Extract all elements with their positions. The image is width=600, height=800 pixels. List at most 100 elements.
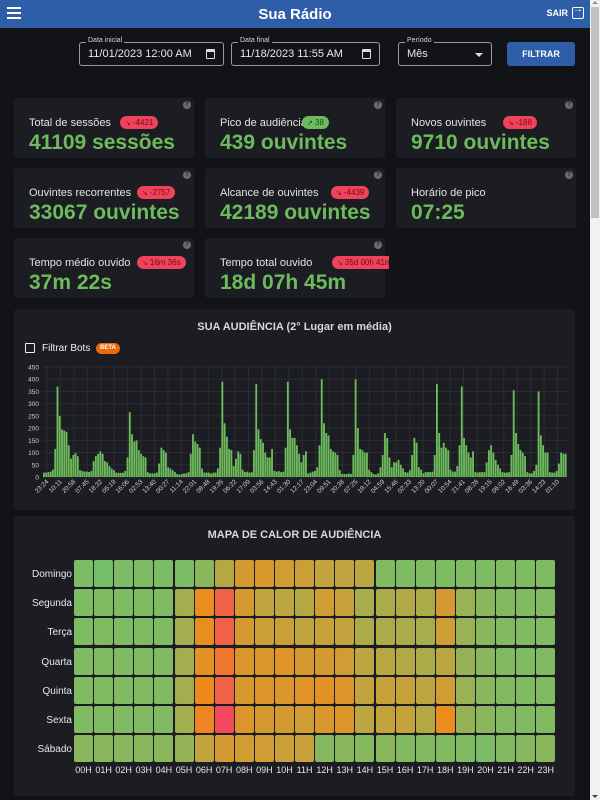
heatmap-cell[interactable]	[74, 618, 93, 646]
heatmap-cell[interactable]	[114, 676, 134, 704]
page-scrollbar[interactable]	[590, 0, 600, 800]
calendar-icon[interactable]	[206, 49, 215, 59]
heatmap-cell[interactable]	[516, 618, 536, 646]
heatmap-cell[interactable]	[335, 589, 355, 617]
heatmap-cell[interactable]	[295, 560, 315, 587]
heatmap-cell[interactable]	[415, 676, 435, 704]
heatmap-cell[interactable]	[275, 647, 294, 675]
end-date-field[interactable]: Data final 11/18/2023 11:55 AM	[231, 37, 380, 66]
heatmap-cell[interactable]	[435, 706, 455, 733]
heatmap-cell[interactable]	[134, 589, 154, 617]
heatmap-cell[interactable]	[435, 676, 455, 704]
heatmap-cell[interactable]	[114, 735, 134, 763]
heatmap-cell[interactable]	[536, 647, 556, 675]
heatmap-cell[interactable]	[174, 589, 194, 617]
heatmap-cell[interactable]	[214, 676, 234, 704]
start-date-field[interactable]: Data inicial 11/01/2023 12:00 AM	[79, 37, 224, 66]
heatmap-cell[interactable]	[275, 706, 294, 733]
heatmap-cell[interactable]	[134, 676, 154, 704]
heatmap-cell[interactable]	[134, 618, 154, 646]
heatmap-cell[interactable]	[254, 735, 274, 763]
heatmap-cell[interactable]	[254, 676, 274, 704]
heatmap-cell[interactable]	[395, 647, 415, 675]
heatmap-cell[interactable]	[536, 589, 556, 617]
heatmap-cell[interactable]	[134, 560, 154, 587]
heatmap-cell[interactable]	[194, 706, 214, 733]
heatmap-cell[interactable]	[94, 589, 114, 617]
heatmap-cell[interactable]	[496, 618, 516, 646]
heatmap-cell[interactable]	[214, 735, 234, 763]
heatmap-cell[interactable]	[194, 589, 214, 617]
heatmap-cell[interactable]	[154, 618, 174, 646]
heatmap-cell[interactable]	[275, 735, 294, 763]
heatmap-cell[interactable]	[315, 676, 335, 704]
heatmap-cell[interactable]	[234, 560, 254, 587]
heatmap-cell[interactable]	[174, 618, 194, 646]
heatmap-cell[interactable]	[415, 618, 435, 646]
heatmap-cell[interactable]	[395, 560, 415, 587]
heatmap-cell[interactable]	[134, 735, 154, 763]
heatmap-cell[interactable]	[194, 647, 214, 675]
heatmap-cell[interactable]	[455, 589, 475, 617]
end-date-value[interactable]: 11/18/2023 11:55 AM	[240, 48, 343, 60]
heatmap-cell[interactable]	[476, 706, 495, 733]
help-icon[interactable]: ?	[183, 101, 191, 109]
help-icon[interactable]: ?	[565, 101, 573, 109]
heatmap-cell[interactable]	[355, 676, 375, 704]
period-select[interactable]: Período Mês	[398, 37, 492, 66]
heatmap-cell[interactable]	[536, 706, 556, 733]
scroll-up-arrow-icon[interactable]	[592, 1, 598, 4]
heatmap-cell[interactable]	[455, 735, 475, 763]
heatmap-cell[interactable]	[516, 676, 536, 704]
heatmap-cell[interactable]	[74, 647, 93, 675]
heatmap-cell[interactable]	[74, 706, 93, 733]
heatmap-cell[interactable]	[295, 735, 315, 763]
heatmap-cell[interactable]	[476, 647, 495, 675]
heatmap-cell[interactable]	[496, 706, 516, 733]
heatmap-cell[interactable]	[154, 560, 174, 587]
heatmap-cell[interactable]	[295, 647, 315, 675]
help-icon[interactable]: ?	[183, 241, 191, 249]
heatmap-cell[interactable]	[275, 676, 294, 704]
heatmap-cell[interactable]	[375, 735, 395, 763]
help-icon[interactable]: ?	[374, 171, 382, 179]
heatmap-cell[interactable]	[74, 589, 93, 617]
heatmap-cell[interactable]	[496, 647, 516, 675]
heatmap-cell[interactable]	[536, 560, 556, 587]
heatmap-cell[interactable]	[194, 735, 214, 763]
heatmap-cell[interactable]	[355, 647, 375, 675]
heatmap-cell[interactable]	[154, 647, 174, 675]
heatmap-cell[interactable]	[435, 589, 455, 617]
heatmap-cell[interactable]	[355, 618, 375, 646]
heatmap-cell[interactable]	[315, 647, 335, 675]
heatmap-cell[interactable]	[476, 676, 495, 704]
heatmap-cell[interactable]	[516, 706, 536, 733]
filter-button[interactable]: FILTRAR	[507, 42, 575, 66]
heatmap-cell[interactable]	[415, 735, 435, 763]
heatmap-cell[interactable]	[415, 647, 435, 675]
heatmap-cell[interactable]	[335, 647, 355, 675]
heatmap-cell[interactable]	[415, 589, 435, 617]
hamburger-menu-icon[interactable]	[7, 7, 21, 21]
heatmap-cell[interactable]	[94, 560, 114, 587]
heatmap-cell[interactable]	[435, 647, 455, 675]
heatmap-cell[interactable]	[214, 560, 234, 587]
heatmap-cell[interactable]	[214, 706, 234, 733]
heatmap-cell[interactable]	[254, 589, 274, 617]
heatmap-cell[interactable]	[335, 735, 355, 763]
heatmap-cell[interactable]	[134, 647, 154, 675]
heatmap-cell[interactable]	[496, 676, 516, 704]
help-icon[interactable]: ?	[374, 241, 382, 249]
heatmap-cell[interactable]	[234, 676, 254, 704]
heatmap-cell[interactable]	[295, 676, 315, 704]
heatmap-cell[interactable]	[355, 706, 375, 733]
heatmap-cell[interactable]	[214, 589, 234, 617]
heatmap-cell[interactable]	[154, 735, 174, 763]
heatmap-cell[interactable]	[114, 618, 134, 646]
heatmap-cell[interactable]	[355, 735, 375, 763]
heatmap-cell[interactable]	[94, 706, 114, 733]
heatmap-cell[interactable]	[516, 735, 536, 763]
heatmap-cell[interactable]	[435, 735, 455, 763]
heatmap-cell[interactable]	[214, 647, 234, 675]
period-value[interactable]: Mês	[407, 48, 428, 60]
